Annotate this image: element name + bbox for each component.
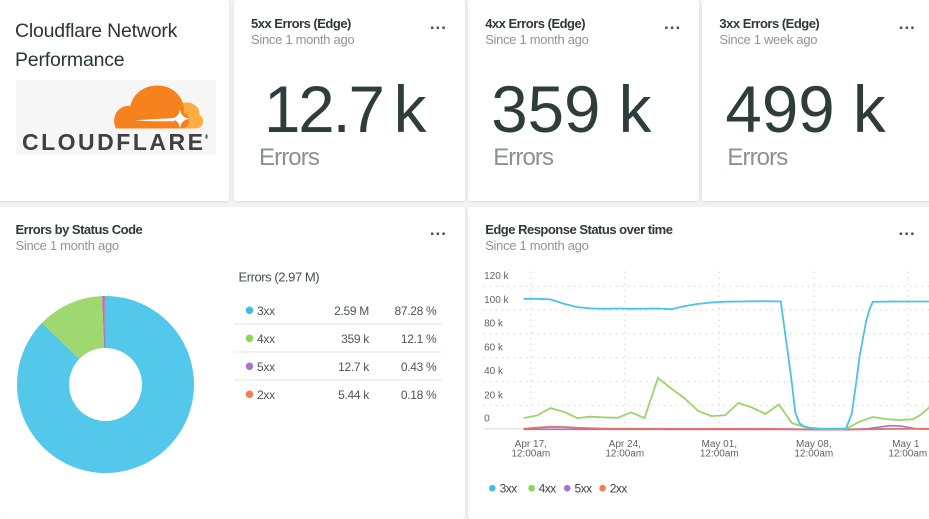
svg-text:Apr 17,: Apr 17, (515, 439, 547, 450)
svg-text:12.7 k: 12.7 k (338, 359, 370, 373)
svg-text:May 1: May 1 (892, 439, 920, 450)
svg-text:12.1 %: 12.1 % (400, 331, 436, 345)
svg-text:5xx: 5xx (257, 359, 275, 373)
svg-text:12:00am: 12:00am (700, 448, 739, 459)
svg-text:0.43 %: 0.43 % (400, 359, 436, 373)
svg-text:May 08,: May 08, (796, 439, 832, 450)
svg-text:120 k: 120 k (484, 271, 509, 282)
svg-text:12:00am: 12:00am (889, 448, 928, 459)
svg-text:0: 0 (484, 413, 490, 424)
svg-text:CLOUDFLARE: CLOUDFLARE (22, 129, 205, 155)
svg-text:40 k: 40 k (484, 366, 504, 377)
svg-text:20 k: 20 k (484, 390, 504, 401)
svg-text:2.59 M: 2.59 M (334, 303, 369, 317)
svg-text:0.18 %: 0.18 % (400, 387, 436, 401)
svg-text:2xx: 2xx (610, 481, 628, 495)
svg-text:359 k: 359 k (341, 331, 370, 345)
svg-text:Errors (2.97 M): Errors (2.97 M) (238, 269, 319, 284)
svg-text:12:00am: 12:00am (606, 448, 645, 459)
svg-text:3xx: 3xx (500, 481, 518, 495)
svg-text:100 k: 100 k (484, 295, 509, 306)
svg-text:87.28 %: 87.28 % (394, 303, 437, 317)
svg-text:May 01,: May 01, (702, 439, 738, 450)
svg-text:2xx: 2xx (257, 387, 275, 401)
svg-text:Apr 24,: Apr 24, (609, 439, 641, 450)
svg-text:3xx: 3xx (257, 303, 275, 317)
svg-text:5.44 k: 5.44 k (338, 387, 370, 401)
svg-text:80 k: 80 k (484, 318, 504, 329)
svg-text:60 k: 60 k (484, 342, 504, 353)
svg-text:12:00am: 12:00am (795, 448, 834, 459)
svg-text:5xx: 5xx (575, 481, 593, 495)
svg-text:12:00am: 12:00am (512, 448, 551, 459)
svg-text:4xx: 4xx (257, 331, 275, 345)
svg-text:4xx: 4xx (539, 481, 557, 495)
